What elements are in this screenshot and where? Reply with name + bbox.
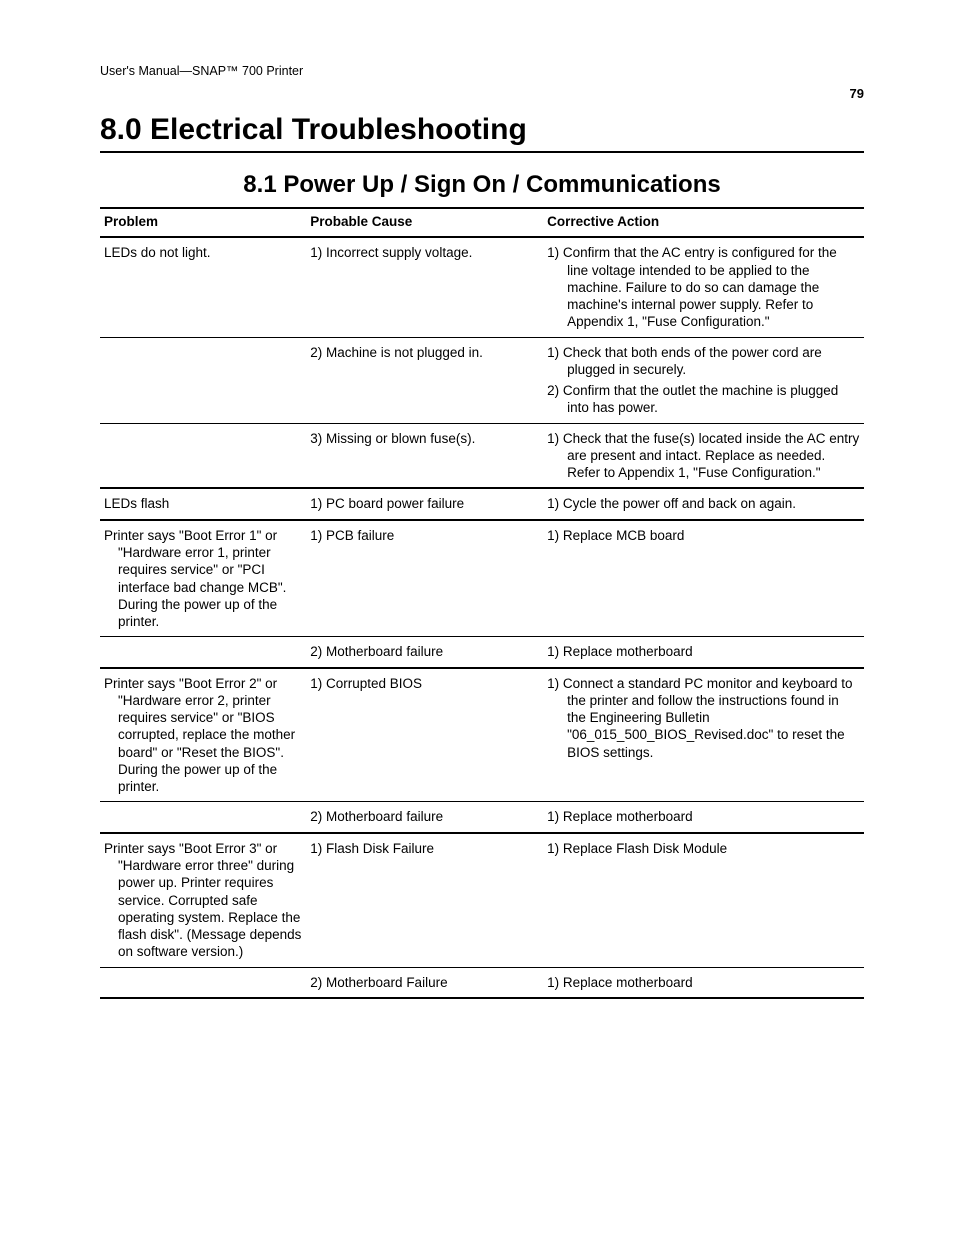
table-row: LEDs flash1) PC board power failure1) Cy… xyxy=(100,488,864,519)
cell-cause: 2) Machine is not plugged in. xyxy=(306,337,543,423)
cell-cause: 1) Flash Disk Failure xyxy=(306,833,543,967)
cell-action: 1) Confirm that the AC entry is configur… xyxy=(543,237,864,337)
section-title: 8.1 Power Up / Sign On / Communications xyxy=(100,171,864,199)
cell-problem: Printer says "Boot Error 3" or "Hardware… xyxy=(100,833,306,967)
cell-problem: LEDs flash xyxy=(100,488,306,519)
table-row: Printer says "Boot Error 2" or "Hardware… xyxy=(100,668,864,802)
cell-action: 1) Replace MCB board xyxy=(543,520,864,637)
col-header-cause: Probable Cause xyxy=(306,208,543,237)
troubleshooting-table: Problem Probable Cause Corrective Action… xyxy=(100,207,864,999)
cell-problem xyxy=(100,337,306,423)
cell-problem: LEDs do not light. xyxy=(100,237,306,337)
cell-cause: 2) Motherboard failure xyxy=(306,802,543,833)
cell-problem xyxy=(100,967,306,998)
cell-action: 1) Check that the fuse(s) located inside… xyxy=(543,423,864,488)
chapter-title: 8.0 Electrical Troubleshooting xyxy=(100,113,864,153)
cell-action: 1) Check that both ends of the power cor… xyxy=(543,337,864,423)
cell-cause: 3) Missing or blown fuse(s). xyxy=(306,423,543,488)
table-row: 2) Motherboard failure1) Replace motherb… xyxy=(100,802,864,833)
page-number: 79 xyxy=(100,86,864,101)
table-row: Printer says "Boot Error 1" or "Hardware… xyxy=(100,520,864,637)
cell-cause: 1) Corrupted BIOS xyxy=(306,668,543,802)
cell-action: 1) Cycle the power off and back on again… xyxy=(543,488,864,519)
table-row: 2) Machine is not plugged in.1) Check th… xyxy=(100,337,864,423)
cell-action: 1) Replace motherboard xyxy=(543,967,864,998)
cell-action: 1) Replace motherboard xyxy=(543,802,864,833)
running-header: User's Manual—SNAP™ 700 Printer xyxy=(100,64,864,78)
col-header-action: Corrective Action xyxy=(543,208,864,237)
cell-cause: 2) Motherboard Failure xyxy=(306,967,543,998)
cell-action: 1) Connect a standard PC monitor and key… xyxy=(543,668,864,802)
table-header-row: Problem Probable Cause Corrective Action xyxy=(100,208,864,237)
cell-cause: 1) PCB failure xyxy=(306,520,543,637)
table-row: 2) Motherboard failure1) Replace motherb… xyxy=(100,637,864,668)
cell-cause: 2) Motherboard failure xyxy=(306,637,543,668)
cell-problem: Printer says "Boot Error 1" or "Hardware… xyxy=(100,520,306,637)
table-row: LEDs do not light.1) Incorrect supply vo… xyxy=(100,237,864,337)
table-row: Printer says "Boot Error 3" or "Hardware… xyxy=(100,833,864,967)
col-header-problem: Problem xyxy=(100,208,306,237)
cell-problem: Printer says "Boot Error 2" or "Hardware… xyxy=(100,668,306,802)
cell-problem xyxy=(100,802,306,833)
table-row: 3) Missing or blown fuse(s).1) Check tha… xyxy=(100,423,864,488)
cell-action: 1) Replace motherboard xyxy=(543,637,864,668)
cell-cause: 1) Incorrect supply voltage. xyxy=(306,237,543,337)
cell-cause: 1) PC board power failure xyxy=(306,488,543,519)
cell-problem xyxy=(100,423,306,488)
page: User's Manual—SNAP™ 700 Printer 79 8.0 E… xyxy=(0,0,954,1235)
table-row: 2) Motherboard Failure1) Replace motherb… xyxy=(100,967,864,998)
cell-problem xyxy=(100,637,306,668)
cell-action: 1) Replace Flash Disk Module xyxy=(543,833,864,967)
